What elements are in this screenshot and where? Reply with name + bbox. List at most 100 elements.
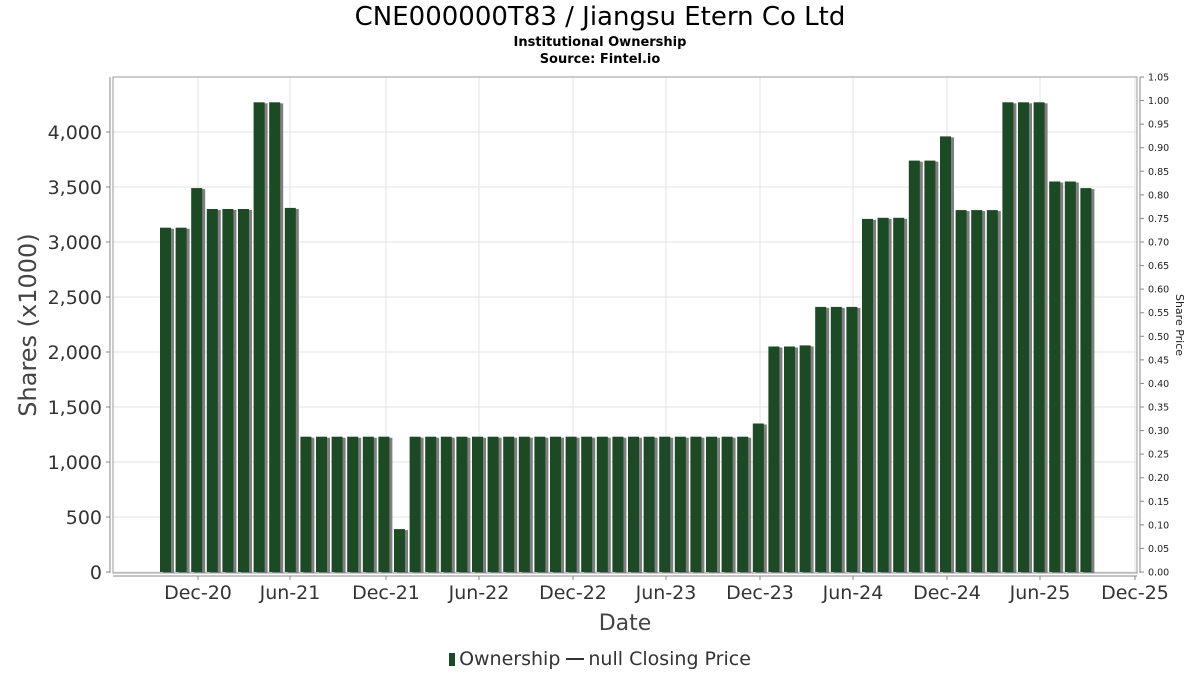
x-axis-label: Date <box>599 611 652 636</box>
y-axis-left: 0 500 1,000 1,500 2,000 2,500 3,000 3,500 4,000 <box>48 77 111 584</box>
y-tick-label: 2,000 <box>48 342 102 364</box>
y2-tick-label: 0.75 <box>1148 214 1169 225</box>
bar <box>362 436 374 572</box>
bar <box>815 306 827 572</box>
y2-tick-label: 0.55 <box>1148 308 1169 319</box>
x-tick-label: Dec-24 <box>913 582 981 604</box>
bar <box>472 436 483 572</box>
bar <box>409 436 421 572</box>
bar <box>284 207 296 572</box>
y-tick-label: 3,000 <box>48 232 102 254</box>
bar <box>191 188 203 572</box>
bar <box>518 436 530 572</box>
x-tick-label: Jun-23 <box>635 582 697 604</box>
legend-ownership: Ownership <box>459 648 561 670</box>
bar <box>222 209 234 572</box>
y2-tick-label: 0.85 <box>1148 167 1169 178</box>
y-axis-right: 0.00 0.05 0.10 0.15 0.20 0.25 0.30 0.35 0.40 0.45… <box>1139 73 1169 579</box>
chart-source: Source: Fintel.io <box>539 52 661 67</box>
x-tick-label: Jun-24 <box>822 582 884 604</box>
bar <box>706 436 717 572</box>
bar <box>1033 102 1045 573</box>
bar <box>893 217 905 573</box>
bar <box>456 436 468 572</box>
y2-tick-label: 0.05 <box>1148 544 1169 555</box>
bar <box>862 218 873 572</box>
price-line-swatch <box>566 658 585 660</box>
bar <box>924 160 936 572</box>
y2-tick-label: 0.45 <box>1148 355 1169 366</box>
bar <box>300 436 312 572</box>
x-tick-label: Dec-22 <box>539 582 607 604</box>
bar <box>659 436 671 572</box>
bar <box>206 209 218 572</box>
y2-tick-label: 0.00 <box>1148 568 1169 579</box>
bar <box>534 436 546 572</box>
x-tick-label: Jun-21 <box>259 582 321 604</box>
y2-tick-label: 0.90 <box>1148 143 1169 154</box>
bar <box>425 436 437 572</box>
bar <box>643 436 655 572</box>
bar <box>1049 181 1061 572</box>
bar <box>269 102 281 573</box>
chart-subtitle: Institutional Ownership <box>513 35 687 50</box>
bar <box>768 346 780 572</box>
y2-axis-label: Share Price <box>1173 294 1186 356</box>
y2-tick-label: 1.00 <box>1148 96 1169 107</box>
bar <box>971 210 983 572</box>
bar <box>674 436 686 572</box>
legend-price: null Closing Price <box>588 648 751 670</box>
x-tick-label: Jun-25 <box>1009 582 1071 604</box>
y2-tick-label: 1.05 <box>1148 73 1169 84</box>
bar <box>550 436 561 572</box>
bar <box>160 227 171 572</box>
bar <box>378 436 390 572</box>
bar <box>986 210 998 572</box>
y2-tick-label: 0.50 <box>1148 332 1169 343</box>
bar <box>628 436 639 572</box>
bar <box>596 436 608 572</box>
chart-title: CNE000000T83 / Jiangsu Etern Co Ltd <box>354 2 846 32</box>
bar <box>721 436 733 572</box>
x-tick-label: Dec-23 <box>726 582 794 604</box>
bar-series-ownership <box>160 102 1095 574</box>
bar <box>940 136 951 572</box>
bar <box>1080 188 1092 572</box>
x-axis: Dec-20 Jun-21 Dec-21 Jun-22 Dec-22 Jun-23 Dec-… <box>113 575 1169 604</box>
bar <box>175 227 187 572</box>
y2-tick-label: 0.70 <box>1148 238 1169 249</box>
bar <box>877 217 889 573</box>
y2-tick-label: 0.40 <box>1148 379 1169 390</box>
y2-tick-label: 0.20 <box>1148 473 1169 484</box>
y-tick-label: 3,500 <box>48 177 102 199</box>
bar <box>908 160 920 572</box>
y-tick-label: 1,000 <box>48 452 102 474</box>
y2-tick-label: 0.65 <box>1148 261 1169 272</box>
ownership-swatch <box>449 653 456 666</box>
bar <box>612 436 624 572</box>
y2-tick-label: 0.15 <box>1148 497 1169 508</box>
y-tick-label: 1,500 <box>48 397 102 419</box>
bar <box>503 436 515 572</box>
bar <box>752 423 764 572</box>
y-axis-label: Shares (x1000) <box>14 233 42 416</box>
y-tick-label: 4,000 <box>48 122 102 144</box>
y2-tick-label: 0.10 <box>1148 520 1169 531</box>
bar <box>487 436 499 572</box>
bar <box>331 436 343 572</box>
bar <box>394 529 405 572</box>
bar <box>347 436 359 572</box>
bar <box>238 209 249 572</box>
bar <box>1018 102 1029 573</box>
y2-tick-label: 0.80 <box>1148 190 1169 201</box>
y-tick-label: 500 <box>66 507 102 529</box>
bar <box>690 436 702 572</box>
bar <box>565 436 577 572</box>
x-tick-label: Jun-22 <box>448 582 510 604</box>
y2-tick-label: 0.25 <box>1148 450 1169 461</box>
bar <box>784 346 795 572</box>
bar <box>1064 181 1076 572</box>
bar <box>581 436 593 572</box>
x-tick-label: Dec-25 <box>1101 582 1169 604</box>
